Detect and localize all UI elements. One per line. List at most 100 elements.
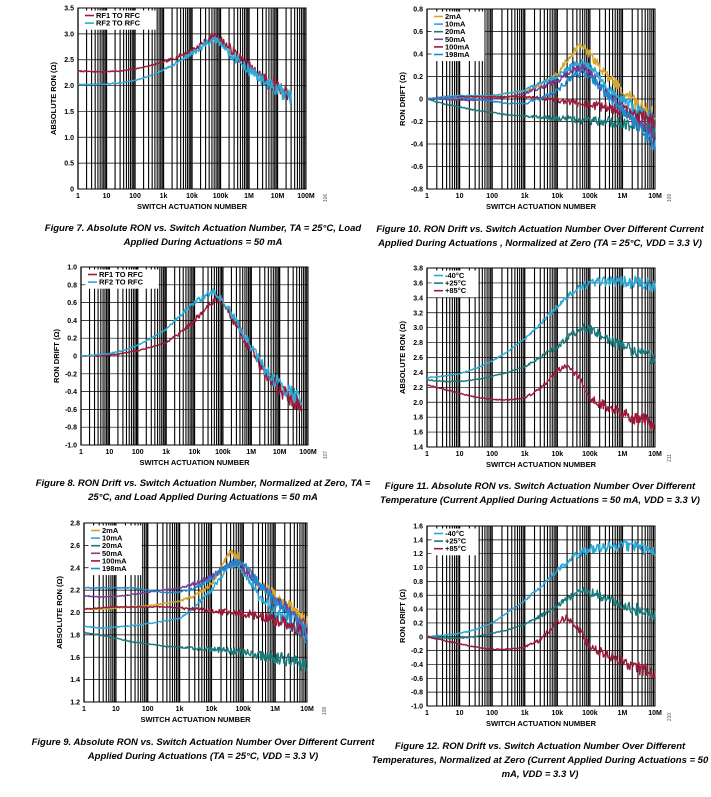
x-tick-label: 1k [521,451,529,458]
x-tick-label: 1k [160,193,168,200]
legend-label: +25°C [445,279,467,288]
x-tick-label: 100k [235,706,251,713]
y-tick-label: 2.2 [70,588,80,595]
y-tick-label: 3.6 [413,280,423,287]
series-line-RF1 TO RFC [77,32,292,101]
legend-label: -40°C [445,271,465,280]
x-tick-label: 1k [162,449,170,456]
series-line-+85°C [426,614,656,680]
x-tick-label: 10M [300,706,314,713]
legend-label: 100mA [102,556,127,565]
plot-frame [426,267,656,448]
x-tick-label: 1M [618,710,628,717]
figure-id: 109 [667,194,673,203]
y-tick-label: 1.4 [70,677,80,684]
x-tick-label: 10 [456,710,464,717]
figure-id: 210 [667,713,673,722]
x-tick-label: 10k [206,706,218,713]
legend-label: 100mA [445,42,470,51]
x-tick-label: 10k [551,451,563,458]
x-tick-label: 1M [270,706,280,713]
y-tick-label: 3.0 [413,325,423,332]
x-tick-label: 100 [142,706,154,713]
series-line-100mA [83,605,308,642]
legend-label: 198mA [445,50,470,59]
x-tick-label: 100k [582,193,598,200]
figure-caption: Figure 11. Absolute RON vs. Switch Actua… [385,481,696,492]
y-tick-label: 0.4 [67,318,77,325]
legend-label: 50mA [102,549,123,558]
legend-label: +85°C [445,544,467,553]
x-axis-label: SWITCH ACTUATION NUMBER [486,719,597,728]
y-tick-label: -0.4 [411,142,423,149]
legend-label: 10mA [102,534,123,543]
legend-label: 198mA [102,564,127,573]
x-tick-label: 1 [425,193,429,200]
x-tick-label: 10M [648,193,662,200]
legend-label: RF2 TO RFC [96,19,141,28]
y-axis-label: RON DRIFT (Ω) [398,72,407,126]
y-axis-label: RON DRIFT (Ω) [398,589,407,643]
x-tick-label: 100 [486,193,498,200]
x-tick-label: 10k [189,449,201,456]
x-tick-label: 10M [273,449,287,456]
x-tick-label: 100M [297,193,315,200]
y-tick-label: 3.2 [413,310,423,317]
y-tick-label: -0.6 [65,407,77,414]
y-tick-label: 0.2 [67,336,77,343]
y-tick-label: -1.0 [411,704,423,711]
series-line--40°C [426,275,656,379]
y-axis-label: ABSOLUTE RON (Ω) [49,61,58,135]
y-tick-label: 0 [419,634,423,641]
figure-caption: Applied During Actuations = 50 mA [123,237,283,248]
y-tick-label: 1.0 [67,265,77,272]
y-tick-label: 1.6 [413,430,423,437]
x-tick-label: 1k [521,710,529,717]
figure-caption: Figure 10. RON Drift vs. Switch Actuatio… [376,224,704,235]
y-tick-label: 0.4 [413,52,423,59]
chart-fig11: -40°C+25°C+85°C 1.4 1.6 1.8 2.0 2.2 2.4 2.6 2.8 3… [380,266,700,507]
figure-id: 211 [667,454,673,462]
figure-caption: Figure 8. RON Drift vs. Switch Actuation… [36,478,371,489]
y-tick-label: 0 [419,97,423,104]
legend-label: 50mA [445,35,466,44]
legend: -40°C+25°C+85°C [431,528,479,556]
legend-label: +25°C [445,537,467,546]
y-tick-label: 1.0 [64,135,74,142]
legend-label: +85°C [445,286,467,295]
y-tick-label: 1.6 [413,524,423,531]
y-axis-label: RON DRIFT (Ω) [52,329,61,383]
y-tick-label: 0.6 [67,300,77,307]
figure-caption: Figure 7. Absolute RON vs. Switch Actuat… [45,223,362,234]
x-tick-label: 100 [486,451,498,458]
x-tick-label: 100k [582,451,598,458]
x-tick-label: 10M [271,193,285,200]
series-line-20mA [426,98,656,139]
x-axis-label: SWITCH ACTUATION NUMBER [486,460,597,469]
y-axis-label: ABSOLUTE RON (Ω) [55,575,64,649]
y-tick-label: -0.8 [411,187,423,194]
y-tick-label: 1.5 [64,109,74,116]
y-tick-label: 0.2 [413,620,423,627]
x-axis-label: SWITCH ACTUATION NUMBER [137,202,248,211]
series-line-198mA [427,68,656,152]
x-tick-label: 1M [246,449,256,456]
y-tick-label: 0 [70,187,74,194]
y-tick-label: 3.8 [413,266,423,273]
legend-label: 20mA [445,27,466,36]
legend-label: -40°C [445,529,465,538]
x-tick-label: 10 [112,706,120,713]
figure-caption: Figure 9. Absolute RON vs. Switch Actuat… [32,737,376,748]
series-line-+25°C [426,323,656,383]
y-tick-label: 1.0 [413,565,423,572]
y-tick-label: 0.8 [67,282,77,289]
x-tick-label: 100k [215,449,231,456]
y-tick-label: -0.4 [65,389,77,396]
y-tick-label: 2.0 [64,83,74,90]
x-tick-label: 1M [618,451,628,458]
x-tick-label: 1k [521,193,529,200]
y-tick-label: 0.6 [413,593,423,600]
legend-box [431,11,485,62]
